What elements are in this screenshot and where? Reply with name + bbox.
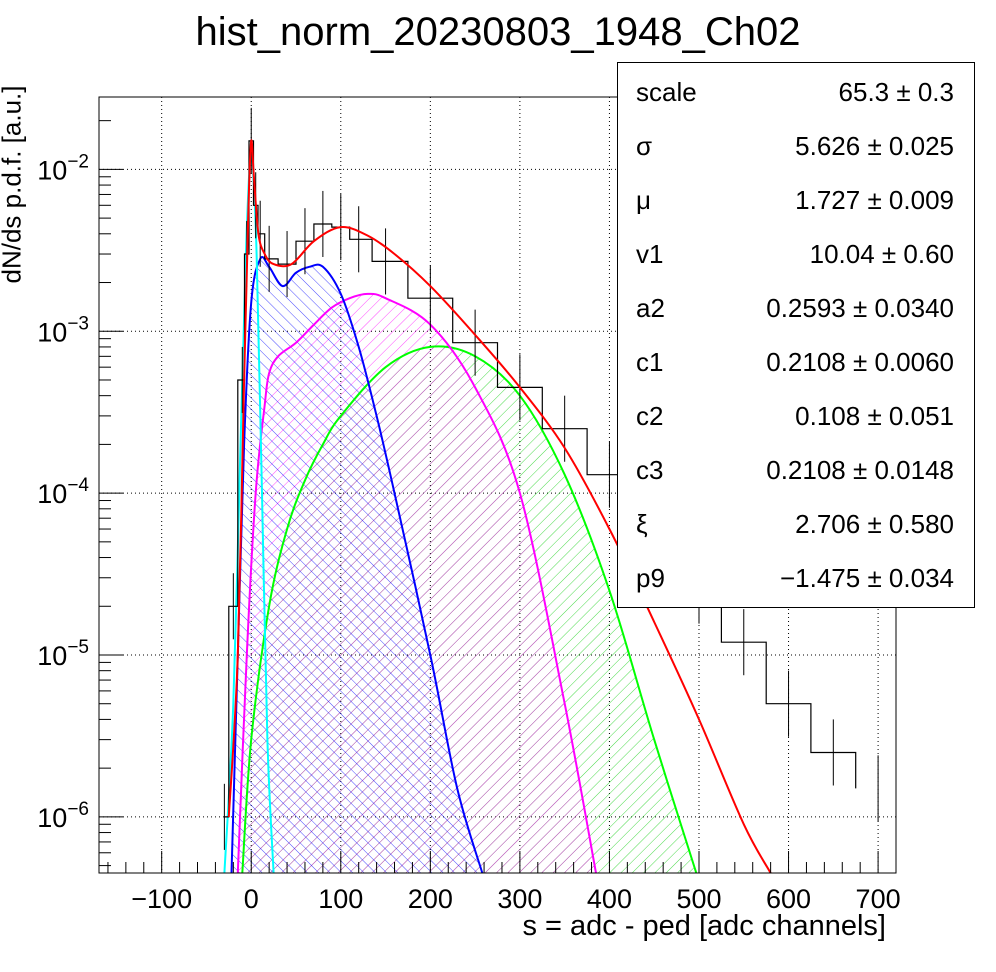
stat-row: p9 −1.475 ± 0.034 bbox=[618, 551, 974, 605]
stat-name: ξ bbox=[636, 509, 648, 539]
stat-value: 5.626 ± 0.025 bbox=[795, 131, 954, 161]
y-tick-label: 10−4 bbox=[37, 475, 89, 509]
chart-title: hist_norm_20230803_1948_Ch02 bbox=[195, 10, 801, 54]
stat-row: v1 10.04 ± 0.60 bbox=[618, 227, 974, 281]
y-tick-label: 10−6 bbox=[37, 799, 89, 833]
stat-value: 0.2593 ± 0.0340 bbox=[766, 293, 954, 323]
x-tick-label: −100 bbox=[131, 884, 192, 914]
stat-value: 65.3 ± 0.3 bbox=[838, 77, 954, 107]
x-tick-label: 200 bbox=[408, 884, 453, 914]
stat-row: ξ 2.706 ± 0.580 bbox=[618, 497, 974, 551]
stat-row: a2 0.2593 ± 0.0340 bbox=[618, 281, 974, 335]
stat-name: σ bbox=[636, 131, 653, 161]
stat-name: scale bbox=[636, 77, 697, 107]
axes: −100 0 100 200 300 400 500 600 700 10−6 10−5 10−4 10… bbox=[37, 120, 901, 914]
fit-stats-box: scale 65.3 ± 0.3 σ 5.626 ± 0.025 μ 1.727 ± 0.… bbox=[617, 62, 975, 608]
x-tick-label: 700 bbox=[856, 884, 901, 914]
x-tick-label: 400 bbox=[587, 884, 632, 914]
x-tick-label: 100 bbox=[318, 884, 363, 914]
stat-row: μ 1.727 ± 0.009 bbox=[618, 173, 974, 227]
stat-row: scale 65.3 ± 0.3 bbox=[618, 65, 974, 119]
x-tick-label: 300 bbox=[497, 884, 542, 914]
stat-row: c2 0.108 ± 0.051 bbox=[618, 389, 974, 443]
y-tick-label: 10−3 bbox=[37, 313, 89, 347]
component-fills bbox=[231, 256, 697, 873]
stat-name: μ bbox=[636, 185, 651, 215]
stat-name: p9 bbox=[636, 563, 665, 593]
stat-name: c3 bbox=[636, 455, 664, 485]
1-p-e-component-line bbox=[230, 255, 484, 873]
x-tick-label: 600 bbox=[766, 884, 811, 914]
stat-value: 10.04 ± 0.60 bbox=[809, 239, 954, 269]
stat-value: 0.108 ± 0.051 bbox=[795, 401, 954, 431]
stat-value: 1.727 ± 0.009 bbox=[795, 185, 954, 215]
stat-row: c3 0.2108 ± 0.0148 bbox=[618, 443, 974, 497]
y-tick-label: 10−2 bbox=[37, 151, 89, 185]
stat-value: 2.706 ± 0.580 bbox=[795, 509, 954, 539]
stat-row: σ 5.626 ± 0.025 bbox=[618, 119, 974, 173]
x-tick-label: 0 bbox=[244, 884, 259, 914]
3-p-e-component-line bbox=[241, 345, 698, 873]
y-axis-label: dN/ds p.d.f. [a.u.] bbox=[0, 85, 27, 284]
stat-name: c2 bbox=[636, 401, 664, 431]
2-p-e-component-line bbox=[236, 292, 597, 873]
y-tick-label: 10−5 bbox=[37, 637, 89, 671]
stat-row: c1 0.2108 ± 0.0060 bbox=[618, 335, 974, 389]
1-p-e-component-fill bbox=[231, 256, 483, 873]
stat-name: v1 bbox=[636, 239, 664, 269]
stat-value: 0.2108 ± 0.0060 bbox=[766, 347, 954, 377]
stat-name: c1 bbox=[636, 347, 664, 377]
stat-name: a2 bbox=[636, 293, 665, 323]
x-tick-label: 500 bbox=[676, 884, 721, 914]
stat-value: 0.2108 ± 0.0148 bbox=[766, 455, 954, 485]
x-axis-label: s = adc - ped [adc channels] bbox=[522, 910, 886, 942]
stat-value: −1.475 ± 0.034 bbox=[779, 563, 954, 593]
